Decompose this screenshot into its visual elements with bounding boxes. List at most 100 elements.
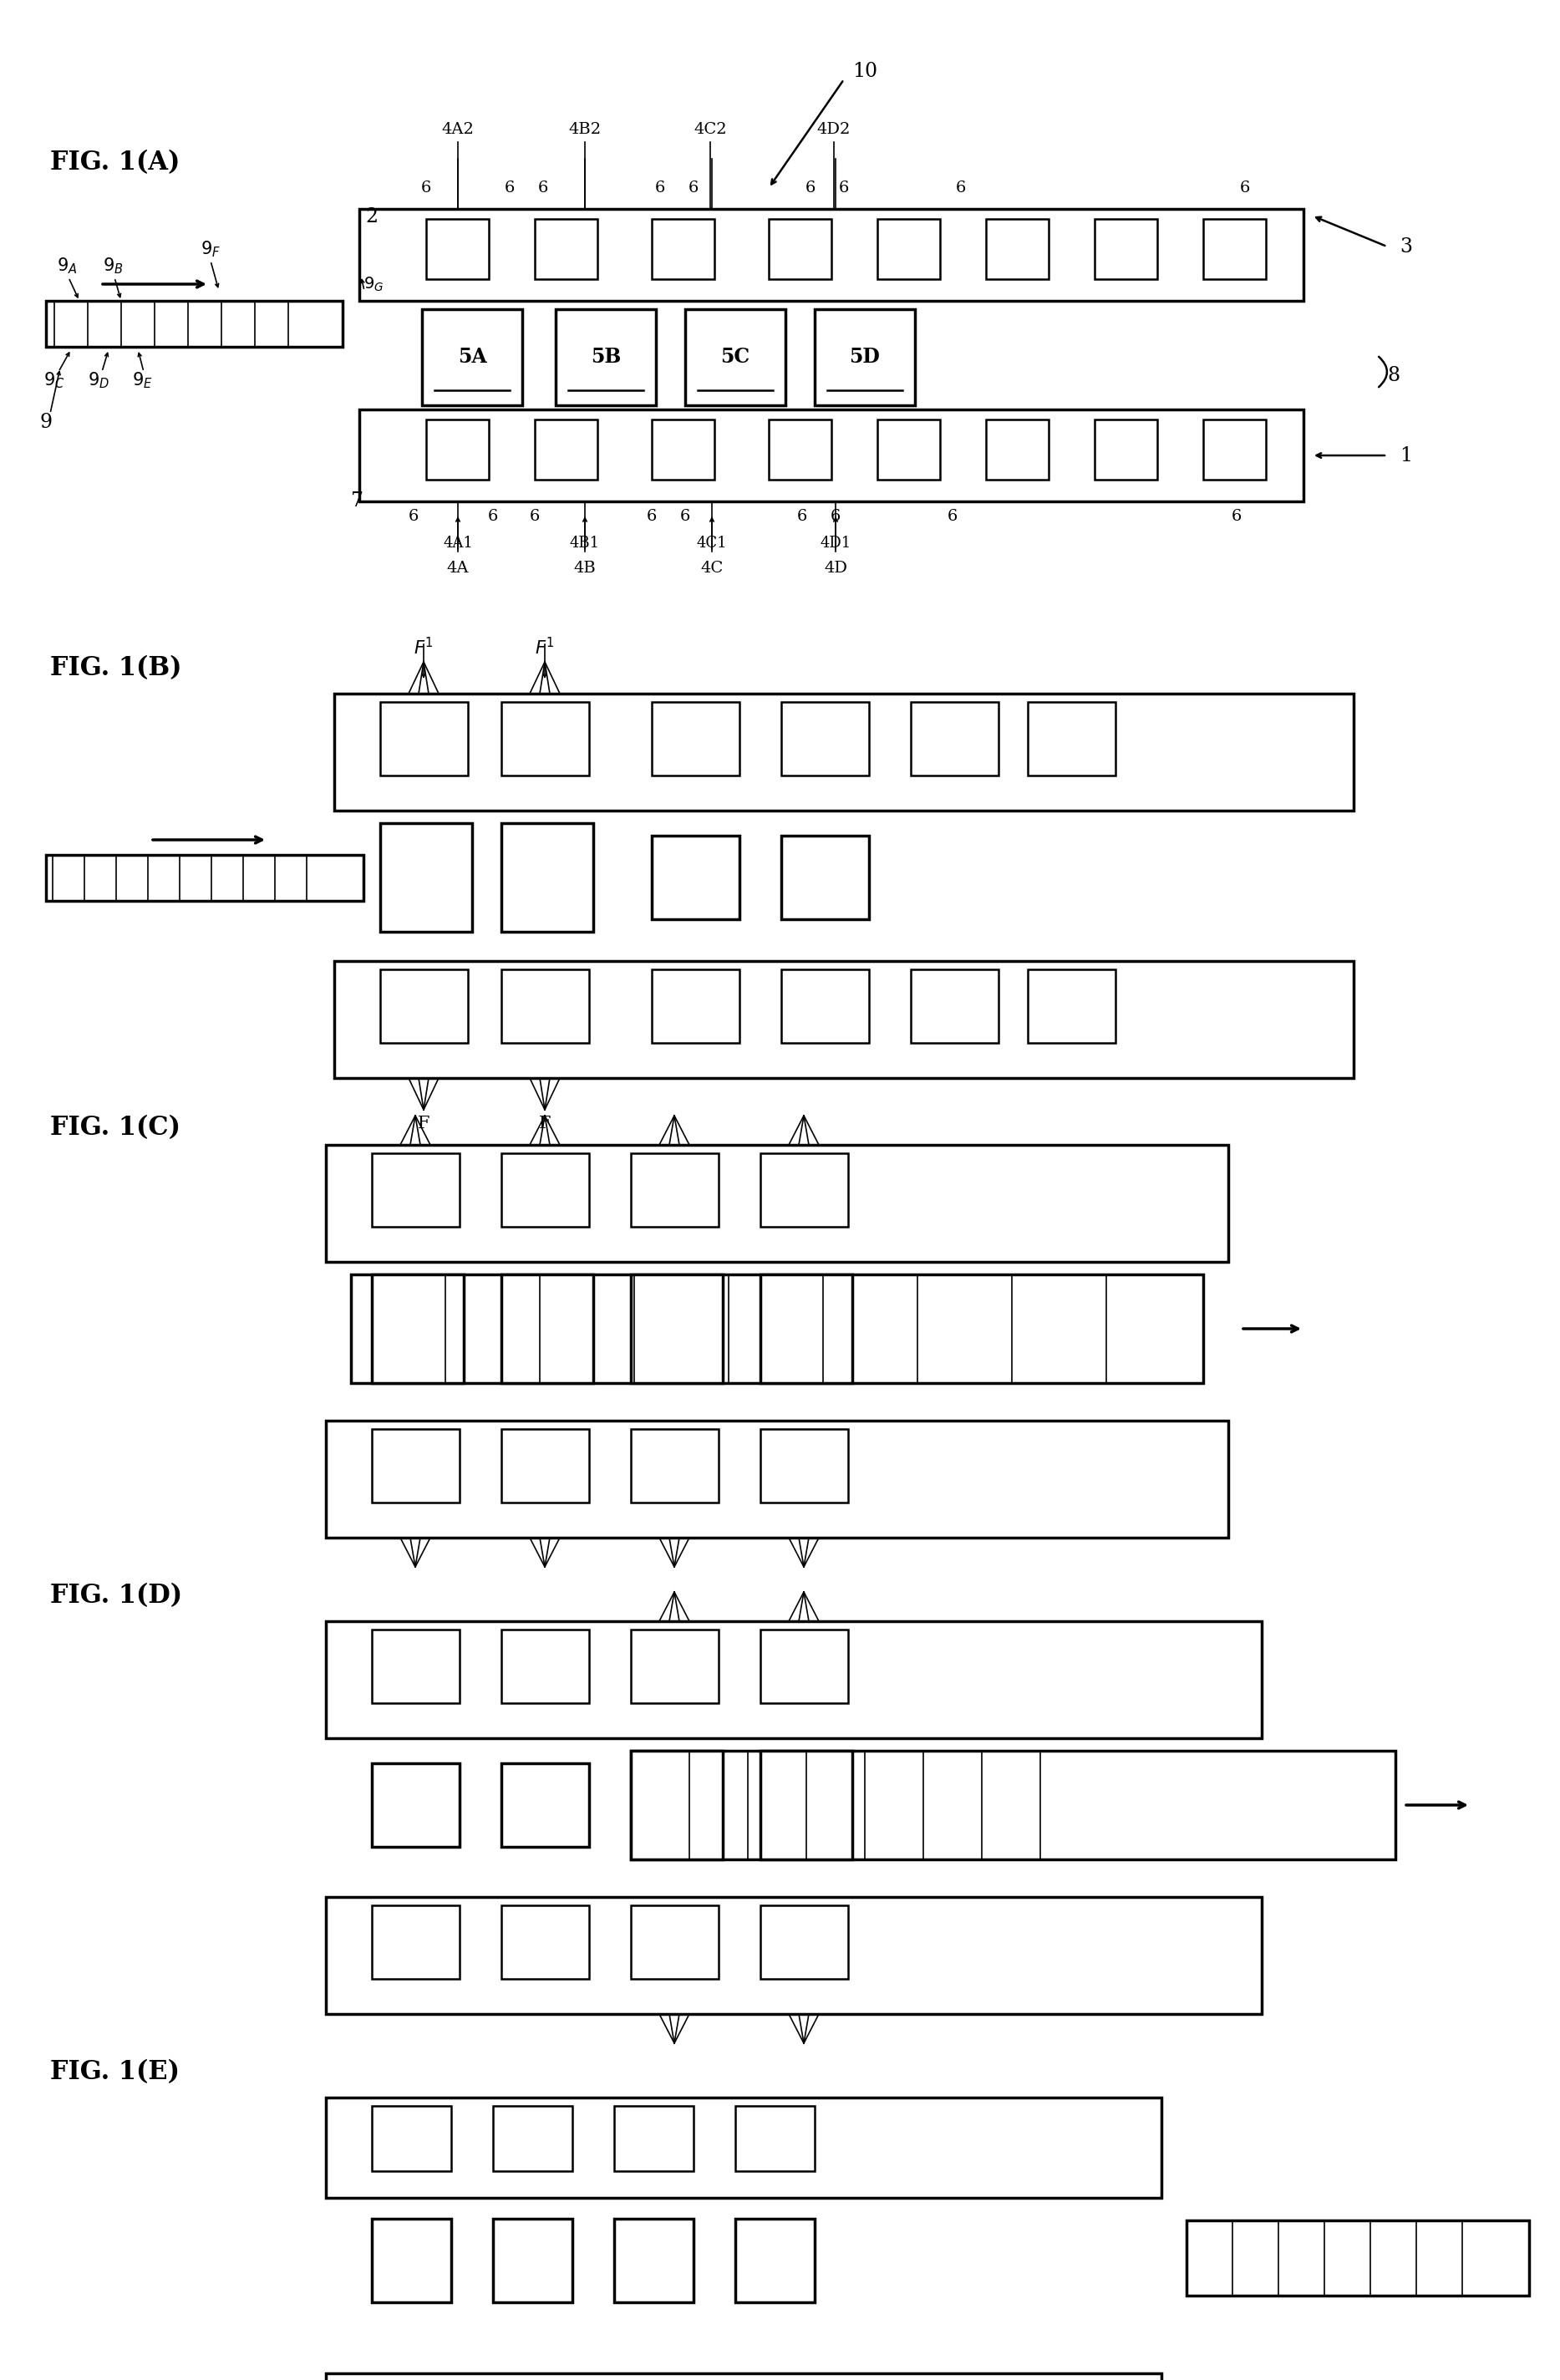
Text: 6: 6	[655, 181, 665, 195]
Bar	[426, 419, 488, 481]
Text: $9_F$: $9_F$	[201, 238, 220, 259]
Text: 6: 6	[538, 181, 548, 195]
Bar	[334, 962, 1354, 1078]
Bar	[615, 2218, 694, 2301]
Text: $9_C$: $9_C$	[44, 371, 66, 390]
Bar	[986, 219, 1048, 278]
Text: 4A: 4A	[446, 562, 470, 576]
Bar	[1203, 219, 1265, 278]
Bar	[760, 1630, 849, 1704]
Bar	[45, 300, 343, 347]
Bar	[652, 419, 714, 481]
Text: 2: 2	[365, 207, 378, 226]
Bar	[371, 1906, 460, 1978]
Bar	[630, 1273, 722, 1383]
Text: 6: 6	[646, 509, 657, 524]
Bar	[1095, 219, 1158, 278]
Text: 9: 9	[39, 412, 53, 431]
Text: $F^1$: $F^1$	[413, 638, 434, 659]
Bar	[1028, 969, 1115, 1042]
Bar	[371, 1764, 460, 1847]
Text: 6: 6	[947, 509, 958, 524]
Text: $9_A$: $9_A$	[56, 257, 76, 276]
Bar	[326, 1897, 1262, 2013]
Text: 6: 6	[504, 181, 515, 195]
Bar	[371, 1630, 460, 1704]
Text: 3: 3	[1399, 238, 1412, 257]
Bar	[371, 1273, 463, 1383]
Bar	[1187, 2221, 1529, 2297]
Bar	[351, 1273, 1203, 1383]
Bar	[782, 702, 869, 776]
Bar	[760, 1273, 852, 1383]
Text: 4B1: 4B1	[569, 536, 601, 550]
Text: 6: 6	[421, 181, 431, 195]
Text: $9_E$: $9_E$	[131, 371, 153, 390]
Text: 4C2: 4C2	[694, 121, 727, 138]
Text: 6: 6	[805, 181, 816, 195]
Bar	[615, 2106, 694, 2171]
Bar	[493, 2218, 573, 2301]
Bar	[326, 2097, 1162, 2197]
Bar	[911, 969, 998, 1042]
Text: $9_G$: $9_G$	[363, 276, 384, 293]
Bar	[911, 702, 998, 776]
Bar	[371, 2106, 451, 2171]
Bar	[630, 1752, 1395, 1859]
Bar	[782, 969, 869, 1042]
Bar	[735, 2218, 814, 2301]
Bar	[326, 2373, 1162, 2380]
Bar	[630, 1630, 719, 1704]
Bar	[630, 1428, 719, 1502]
Text: $9_B$: $9_B$	[103, 257, 123, 276]
Bar	[501, 1764, 590, 1847]
Bar	[493, 2106, 573, 2171]
Bar	[760, 1906, 849, 1978]
Bar	[381, 823, 473, 933]
Bar	[814, 309, 916, 405]
Bar	[501, 823, 593, 933]
Bar	[326, 1621, 1262, 1737]
Bar	[334, 693, 1354, 812]
Text: 4D2: 4D2	[817, 121, 850, 138]
Bar	[45, 854, 363, 902]
Bar	[760, 1752, 852, 1859]
Text: 8: 8	[1387, 367, 1399, 386]
Bar	[326, 1145, 1228, 1261]
Bar	[782, 835, 869, 919]
Text: 4D: 4D	[824, 562, 847, 576]
Bar	[501, 969, 590, 1042]
Bar	[630, 1154, 719, 1226]
Bar	[501, 1906, 590, 1978]
Text: 6: 6	[488, 509, 498, 524]
Text: FIG. 1(B): FIG. 1(B)	[50, 654, 181, 681]
Bar	[652, 219, 714, 278]
Bar	[652, 702, 739, 776]
Bar	[877, 419, 941, 481]
Bar	[421, 309, 523, 405]
Bar	[1028, 702, 1115, 776]
Text: FIG. 1(A): FIG. 1(A)	[50, 150, 179, 176]
Text: 5C: 5C	[721, 347, 750, 367]
Bar	[501, 1273, 593, 1383]
Bar	[371, 1154, 460, 1226]
Bar	[371, 1428, 460, 1502]
Bar	[769, 219, 831, 278]
Bar	[685, 309, 785, 405]
Text: 6: 6	[1240, 181, 1250, 195]
Bar	[630, 1906, 719, 1978]
Bar	[535, 419, 597, 481]
Bar	[760, 1154, 849, 1226]
Text: 5B: 5B	[591, 347, 621, 367]
Text: 6: 6	[956, 181, 966, 195]
Bar	[535, 219, 597, 278]
Text: 7: 7	[351, 493, 363, 512]
Bar	[501, 1428, 590, 1502]
Text: F: F	[538, 1116, 551, 1133]
Text: 6: 6	[830, 509, 841, 524]
Bar	[359, 409, 1304, 502]
Text: 10: 10	[852, 62, 877, 81]
Text: 6: 6	[1231, 509, 1242, 524]
Text: 4B2: 4B2	[568, 121, 601, 138]
Bar	[760, 1428, 849, 1502]
